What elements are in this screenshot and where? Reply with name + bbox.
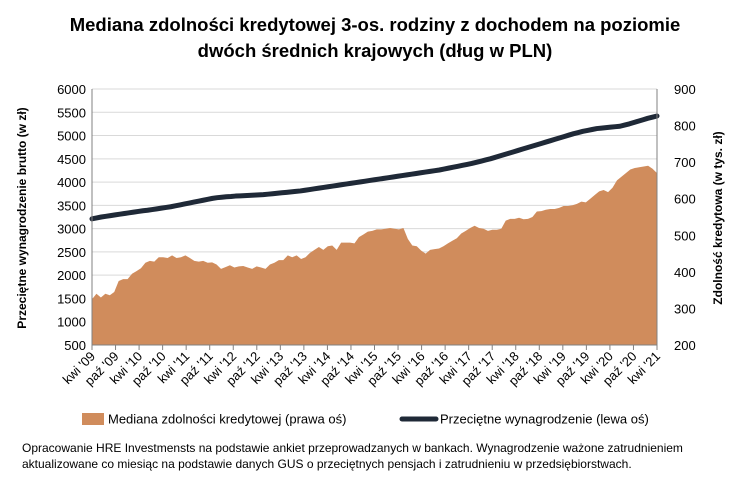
- left-tick-label: 2500: [57, 245, 86, 260]
- left-tick-label: 3500: [57, 198, 86, 213]
- left-tick-label: 4500: [57, 152, 86, 167]
- chart-canvas: 500 1000 1500 2000 2500 3000 3500 4000 4500 5000 5…: [15, 82, 725, 427]
- left-tick-label: 4000: [57, 175, 86, 190]
- legend-label-line: Przeciętne wynagrodzenie (lewa oś): [440, 412, 649, 427]
- line-series-wage: [89, 113, 660, 222]
- right-tick-label: 800: [674, 119, 696, 134]
- left-axis-label: Przeciętne wynagrodzenie brutto (w zł): [15, 107, 29, 328]
- right-axis-label: Zdolność kredytowa (w tys. zł): [711, 131, 725, 304]
- right-tick-label: 700: [674, 155, 696, 170]
- area-series-capacity: [92, 165, 657, 345]
- right-tick-label: 500: [674, 228, 696, 243]
- right-tick-label: 400: [674, 265, 696, 280]
- left-tick-label: 500: [64, 338, 86, 353]
- right-tick-label: 300: [674, 301, 696, 316]
- left-tick-label: 5500: [57, 105, 86, 120]
- legend-label-area: Mediana zdolności kredytowej (prawa oś): [108, 412, 346, 427]
- left-axis-tick-labels: 500 1000 1500 2000 2500 3000 3500 4000 4500 5000 5…: [57, 82, 86, 353]
- chart-title: Mediana zdolności kredytowej 3-os. rodzi…: [0, 12, 750, 64]
- chart-title-line-2: dwóch średnich krajowych (dług w PLN): [197, 40, 553, 61]
- axes: [91, 89, 658, 350]
- right-tick-label: 900: [674, 82, 696, 97]
- right-tick-label: 200: [674, 338, 696, 353]
- source-note: Opracowanie HRE Investmensts na podstawi…: [22, 441, 683, 471]
- left-tick-label: 6000: [57, 82, 86, 97]
- line-series-layer: [89, 113, 660, 222]
- left-tick-label: 1000: [57, 315, 86, 330]
- right-tick-label: 600: [674, 192, 696, 207]
- left-tick-label: 5000: [57, 129, 86, 144]
- left-tick-label: 1500: [57, 291, 86, 306]
- chart-title-line-1: Mediana zdolności kredytowej 3-os. rodzi…: [69, 14, 681, 35]
- legend: Mediana zdolności kredytowej (prawa oś) …: [82, 412, 649, 427]
- left-tick-label: 3000: [57, 222, 86, 237]
- left-tick-label: 2000: [57, 268, 86, 283]
- right-axis-tick-labels: 200 300 400 500 600 700 800 900: [674, 82, 696, 353]
- legend-swatch-area: [82, 413, 104, 425]
- area-series-layer: [92, 165, 657, 345]
